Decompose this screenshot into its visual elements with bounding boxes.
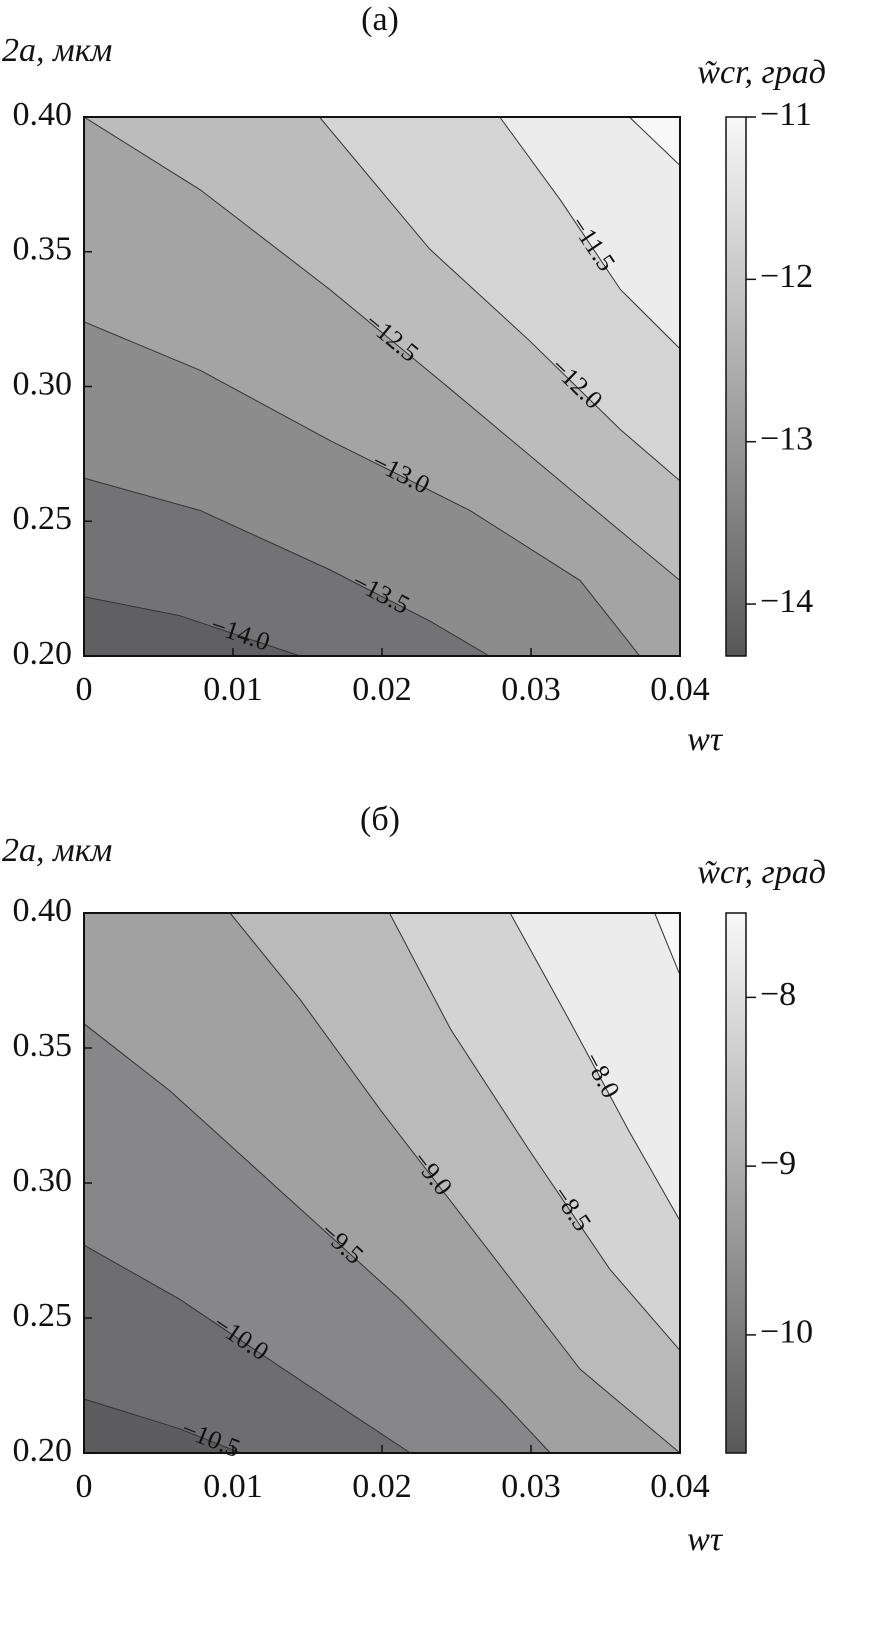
y-tick-label: 0.35 [13, 1027, 73, 1064]
y-tick-label: 0.30 [13, 365, 73, 402]
region [510, 913, 680, 1221]
contour-line [83, 477, 490, 657]
x-tick-label: 0.04 [650, 1468, 710, 1505]
x-tick-label: 0.02 [352, 1468, 412, 1505]
y-tick-label: 0.40 [13, 96, 73, 133]
contour-line [509, 912, 681, 1222]
contour-line [499, 116, 681, 350]
y-tick-label: 0.35 [13, 231, 73, 268]
x-axis-label: wτ [687, 1521, 724, 1558]
contour-line [83, 1023, 551, 1454]
y-tick-label: 0.20 [13, 1432, 73, 1469]
colorbar [725, 116, 747, 657]
contour-line [83, 321, 641, 657]
colorbar-label: w̃cr, град [697, 54, 826, 91]
contour-line [654, 912, 681, 976]
contour-line [83, 1244, 411, 1454]
y-axis-label: 2a, мкм [2, 32, 112, 69]
y-axis-label: 2a, мкм [2, 832, 112, 869]
contour-line [83, 596, 301, 657]
x-tick-label: 0 [76, 671, 93, 708]
contour-line [83, 116, 681, 581]
colorbar-tick-label: −12 [760, 258, 813, 295]
panel-title: (б) [360, 801, 400, 838]
contour-line [628, 116, 681, 166]
colorbar-tick-label: −9 [760, 1145, 796, 1182]
y-tick-label: 0.25 [13, 1297, 73, 1334]
contour-line [83, 1398, 241, 1454]
colorbar-label: w̃cr, град [697, 854, 826, 891]
y-tick-label: 0.30 [13, 1162, 73, 1199]
contour-line [319, 116, 681, 482]
colorbar-tick-label: −14 [760, 583, 813, 620]
contour-line [389, 912, 681, 1351]
colorbar-tick-label: −13 [760, 420, 813, 457]
colorbar-tick-label: −11 [760, 96, 812, 133]
x-tick-label: 0.02 [352, 671, 412, 708]
x-tick-label: 0 [76, 1468, 93, 1505]
x-tick-label: 0.03 [501, 671, 561, 708]
colorbar-tick-label: −10 [760, 1314, 813, 1351]
x-axis-label: wτ [687, 721, 724, 758]
x-tick-label: 0.03 [501, 1468, 561, 1505]
y-tick-label: 0.40 [13, 892, 73, 929]
region [499, 117, 680, 349]
panel-title: (а) [361, 1, 399, 38]
x-tick-label: 0.01 [203, 671, 263, 708]
colorbar [725, 912, 747, 1454]
colorbar-tick-label: −8 [760, 976, 796, 1013]
contour-line [229, 912, 681, 1454]
x-tick-label: 0.01 [203, 1468, 263, 1505]
x-tick-label: 0.04 [650, 671, 710, 708]
y-tick-label: 0.20 [13, 635, 73, 672]
y-tick-label: 0.25 [13, 500, 73, 537]
